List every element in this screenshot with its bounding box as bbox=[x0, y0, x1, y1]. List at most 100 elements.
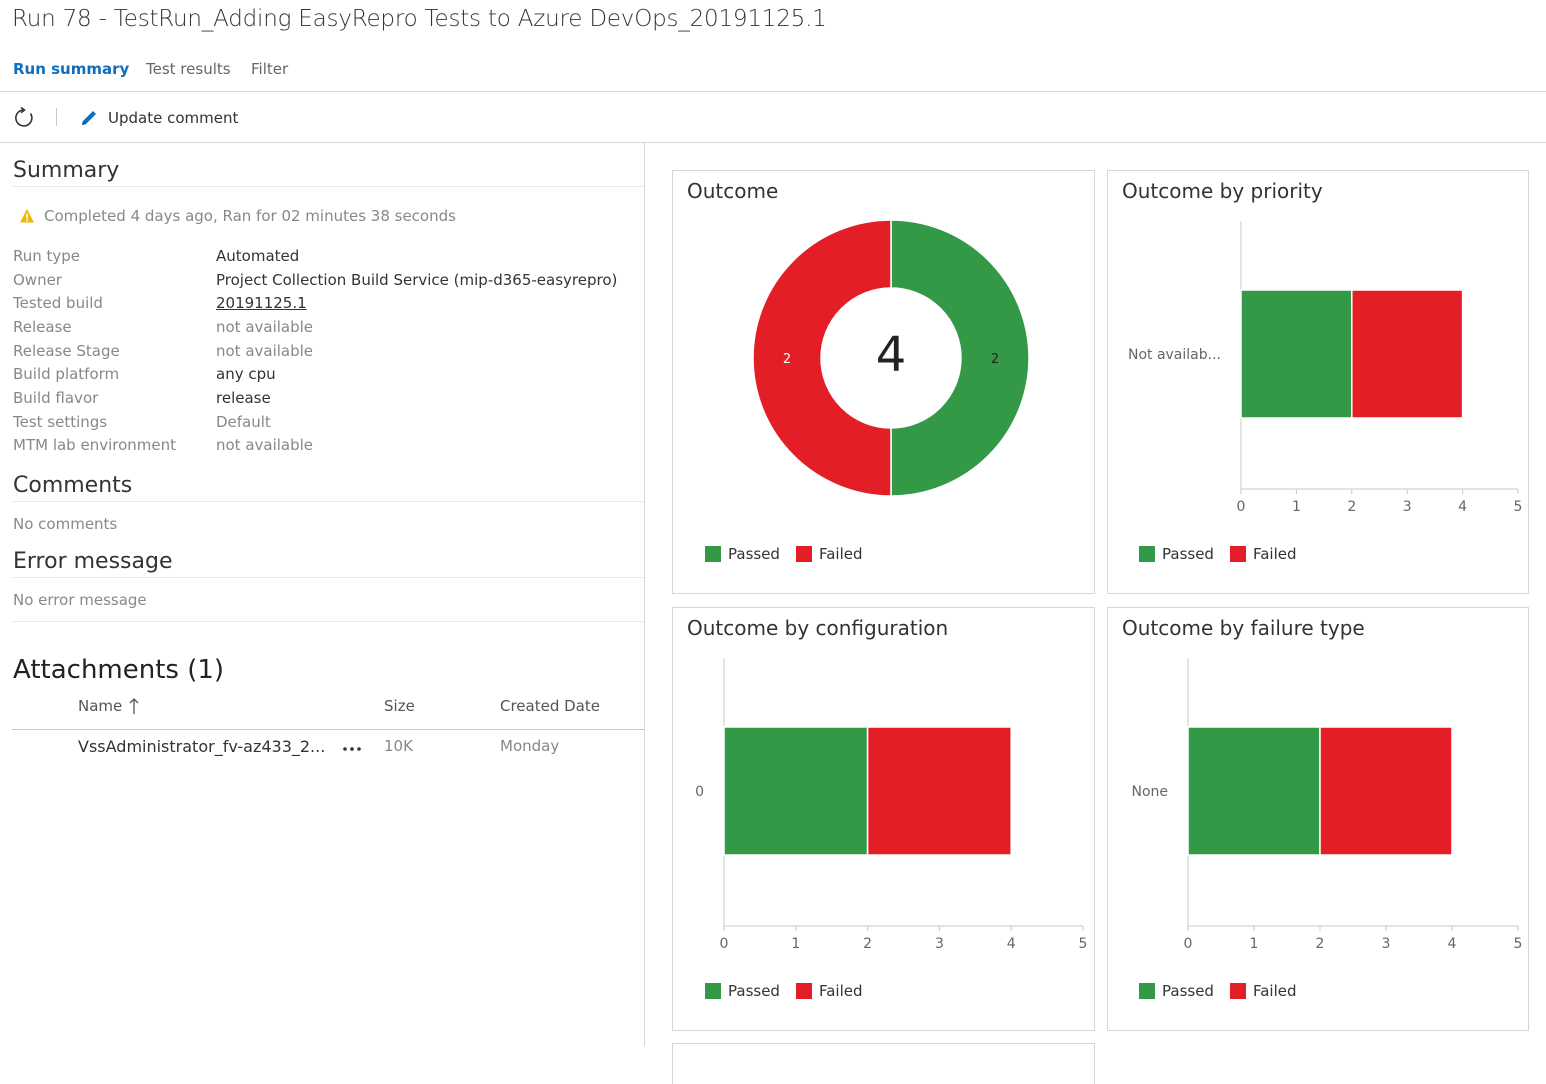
x-tick-label: 5 bbox=[1514, 499, 1523, 515]
tabs-divider bbox=[0, 91, 1546, 92]
error-rule bbox=[12, 577, 644, 578]
legend-passed-swatch bbox=[705, 983, 721, 999]
failure-type-title: Outcome by failure type bbox=[1122, 616, 1365, 640]
attachments-header-rule bbox=[12, 729, 644, 730]
field-label-run-type: Run type bbox=[13, 247, 81, 265]
field-value-release-stage: not available bbox=[216, 342, 314, 360]
error-bottom-rule bbox=[12, 621, 644, 622]
priority-legend: Passed Failed bbox=[1139, 545, 1306, 563]
bar-segment-passed bbox=[723, 726, 869, 856]
column-header-name[interactable]: Name bbox=[78, 697, 140, 715]
legend-failed-swatch bbox=[795, 546, 812, 562]
outcome-title: Outcome bbox=[687, 179, 779, 203]
configuration-title: Outcome by configuration bbox=[687, 616, 949, 640]
sort-ascending-icon bbox=[129, 698, 139, 714]
legend-failed-swatch bbox=[795, 983, 812, 999]
attachment-name[interactable]: VssAdministrator_fv-az433_2... bbox=[78, 737, 326, 756]
legend-failed-label: Failed bbox=[1252, 545, 1297, 563]
comments-empty: No comments bbox=[13, 515, 118, 533]
category-label: Not availab... bbox=[1128, 347, 1221, 363]
legend-passed-label: Passed bbox=[728, 545, 780, 563]
x-tick-label: 1 bbox=[791, 936, 800, 952]
warning-icon bbox=[20, 209, 34, 223]
attachments-heading: Attachments (1) bbox=[13, 655, 225, 685]
x-tick-label: 2 bbox=[1347, 499, 1356, 515]
more-options-button[interactable] bbox=[341, 737, 363, 757]
x-tick-label: 0 bbox=[720, 936, 729, 952]
field-label-mtm-lab: MTM lab environment bbox=[13, 436, 176, 454]
column-header-name-label: Name bbox=[78, 697, 123, 715]
summary-rule bbox=[12, 186, 644, 187]
donut-label-failed: 2 bbox=[783, 352, 791, 367]
tab-test-results[interactable]: Test results bbox=[146, 60, 231, 78]
bar-segment-failed bbox=[1351, 289, 1464, 419]
outcome-legend: Passed Failed bbox=[705, 545, 872, 563]
tab-run-summary[interactable]: Run summary bbox=[13, 60, 130, 78]
x-tick-label: 3 bbox=[1382, 936, 1391, 952]
update-comment-label: Update comment bbox=[108, 109, 239, 127]
legend-failed-swatch bbox=[1229, 983, 1246, 999]
donut-slice-passed bbox=[890, 219, 1030, 497]
field-value-mtm-lab: not available bbox=[216, 436, 314, 454]
x-tick-label: 0 bbox=[1184, 936, 1193, 952]
field-value-run-type: Automated bbox=[216, 247, 300, 265]
configuration-bar-chart: 0 1 2 3 4 5 0 bbox=[695, 658, 1088, 952]
category-label: 0 bbox=[695, 784, 704, 800]
donut-slice-failed bbox=[752, 219, 892, 497]
legend-failed-swatch bbox=[1229, 546, 1246, 562]
failure-type-panel: Outcome by failure type 0 1 2 3 4 5 None Passe… bbox=[1107, 607, 1529, 1031]
comments-heading: Comments bbox=[13, 473, 133, 498]
toolbar-divider bbox=[0, 142, 1546, 143]
field-label-owner: Owner bbox=[13, 271, 62, 289]
x-tick-label: 3 bbox=[935, 936, 944, 952]
pane-divider bbox=[644, 143, 645, 1046]
refresh-icon bbox=[15, 106, 33, 127]
outcome-panel: Outcome 2 2 4 Passed Failed bbox=[672, 170, 1095, 594]
x-tick-label: 5 bbox=[1514, 936, 1523, 952]
field-label-build-flavor: Build flavor bbox=[13, 389, 99, 407]
donut-label-passed: 2 bbox=[991, 352, 999, 367]
x-tick-label: 2 bbox=[863, 936, 872, 952]
configuration-panel: Outcome by configuration 0 1 2 3 4 5 0 Passed … bbox=[672, 607, 1095, 1031]
x-tick-label: 4 bbox=[1448, 936, 1457, 952]
legend-failed-label: Failed bbox=[818, 982, 863, 1000]
field-label-tested-build: Tested build bbox=[13, 294, 103, 312]
page-title: Run 78 - TestRun_Adding EasyRepro Tests … bbox=[12, 6, 827, 32]
field-value-release: not available bbox=[216, 318, 314, 336]
bar-segment-passed bbox=[1187, 726, 1321, 856]
tab-filter[interactable]: Filter bbox=[251, 60, 289, 78]
field-value-build-platform: any cpu bbox=[216, 365, 276, 383]
failure-type-legend: Passed Failed bbox=[1139, 982, 1306, 1000]
column-header-size[interactable]: Size bbox=[384, 697, 415, 715]
priority-title: Outcome by priority bbox=[1122, 179, 1323, 203]
field-label-release: Release bbox=[13, 318, 72, 336]
tested-build-link[interactable]: 20191125.1 bbox=[216, 294, 307, 312]
x-tick-label: 4 bbox=[1007, 936, 1016, 952]
update-comment-button[interactable]: Update comment bbox=[78, 104, 238, 132]
field-value-owner: Project Collection Build Service (mip-d3… bbox=[216, 271, 618, 289]
toolbar-separator bbox=[56, 108, 57, 126]
priority-panel: Outcome by priority 0 1 2 3 4 5 Not availab...… bbox=[1107, 170, 1529, 594]
run-status: Completed 4 days ago, Ran for 02 minutes… bbox=[19, 207, 456, 225]
more-icon bbox=[343, 747, 361, 751]
x-tick-label: 5 bbox=[1079, 936, 1088, 952]
legend-passed-label: Passed bbox=[728, 982, 780, 1000]
legend-failed-label: Failed bbox=[818, 545, 863, 563]
legend-passed-label: Passed bbox=[1162, 545, 1214, 563]
pencil-icon bbox=[82, 111, 96, 125]
summary-heading: Summary bbox=[13, 158, 120, 183]
refresh-button[interactable] bbox=[10, 104, 38, 132]
legend-passed-swatch bbox=[1139, 546, 1155, 562]
legend-failed-label: Failed bbox=[1252, 982, 1297, 1000]
legend-passed-swatch bbox=[1139, 983, 1155, 999]
attachment-size: 10K bbox=[384, 737, 413, 755]
outcome-donut-chart: 2 2 4 bbox=[752, 219, 1030, 497]
failure-type-bar-chart: 0 1 2 3 4 5 None bbox=[1131, 658, 1523, 952]
x-tick-label: 1 bbox=[1250, 936, 1259, 952]
field-label-build-platform: Build platform bbox=[13, 365, 120, 383]
field-value-test-settings: Default bbox=[216, 413, 271, 431]
x-tick-label: 3 bbox=[1403, 499, 1412, 515]
configuration-legend: Passed Failed bbox=[705, 982, 872, 1000]
column-header-created-date[interactable]: Created Date bbox=[500, 697, 600, 715]
field-label-test-settings: Test settings bbox=[13, 413, 108, 431]
